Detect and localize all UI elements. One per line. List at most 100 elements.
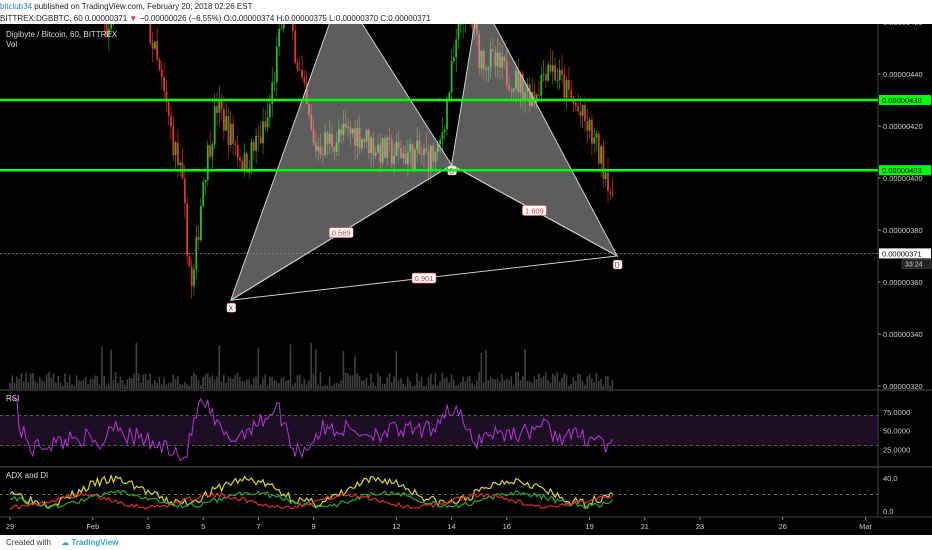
- candle-body: [505, 60, 508, 85]
- candle-body: [565, 79, 568, 98]
- volume-bar: [305, 384, 308, 389]
- volume-bar: [489, 376, 492, 389]
- symbol-name: BITTREX:DGBBTC, 60: [0, 14, 83, 23]
- volume-bar: [135, 342, 138, 389]
- candle-body: [448, 92, 451, 100]
- candle-body: [213, 106, 216, 145]
- volume-bar: [402, 383, 404, 389]
- volume-bar: [112, 380, 115, 389]
- time-tick-label: 21: [641, 522, 649, 531]
- tradingview-brand[interactable]: TradingView: [71, 538, 119, 547]
- volume-bar: [333, 384, 335, 389]
- volume-bar: [101, 346, 103, 389]
- volume-bar: [243, 381, 246, 389]
- candle-body: [278, 28, 280, 47]
- chart-title: Digibyte / Bitcoin, 60, BITTREX: [6, 30, 118, 39]
- volume-bar: [384, 383, 386, 389]
- candle-body: [556, 80, 559, 82]
- candle-body: [400, 148, 402, 159]
- candle-body: [344, 123, 347, 128]
- candle-body: [331, 133, 333, 147]
- volume-bar: [563, 373, 565, 389]
- volume-bar: [197, 379, 200, 389]
- candle-body: [301, 70, 303, 78]
- last-price: 0.00000371: [84, 14, 128, 23]
- candle-body: [193, 269, 195, 287]
- candle-body: [367, 129, 370, 153]
- candle-body: [526, 84, 529, 92]
- volume-bar: [121, 380, 124, 389]
- candle-body: [358, 127, 361, 149]
- volume-bar: [57, 375, 59, 389]
- volume-bar: [195, 374, 197, 389]
- candle-body: [423, 148, 425, 155]
- volume-bar: [41, 380, 43, 389]
- candle-body: [457, 23, 460, 40]
- volume-bar: [45, 374, 48, 389]
- candle-body: [388, 137, 391, 140]
- volume-bar: [259, 384, 262, 389]
- volume-bar: [503, 380, 506, 389]
- volume-bar: [285, 380, 287, 389]
- volume-bar: [13, 382, 16, 389]
- candle-body: [377, 144, 379, 153]
- volume-bar: [441, 372, 444, 389]
- volume-bar: [193, 372, 195, 389]
- volume-bar: [524, 349, 526, 389]
- volume-bar: [515, 372, 517, 389]
- price-tick-label: 0.00000460: [883, 24, 923, 27]
- volume-bar: [80, 381, 82, 389]
- volume-bar: [50, 377, 53, 389]
- volume-bar: [16, 376, 18, 389]
- volume-bar: [248, 379, 250, 389]
- volume-bar: [85, 377, 87, 389]
- volume-bar: [335, 382, 338, 389]
- candle-body: [409, 144, 412, 153]
- candle-body: [246, 153, 248, 173]
- pattern-ratio-label: 0.569: [332, 229, 351, 238]
- volume-bar: [321, 385, 324, 389]
- volume-bar: [439, 381, 441, 389]
- volume-bar: [151, 384, 154, 389]
- volume-bar: [542, 375, 545, 389]
- candle-body: [485, 69, 487, 71]
- volume-bar: [133, 373, 135, 389]
- ohlc-open: O:0.00000374: [223, 14, 275, 23]
- volume-bar: [29, 373, 32, 389]
- candle-body: [333, 146, 336, 152]
- candle-body: [315, 143, 317, 151]
- author-link[interactable]: bitclub34: [0, 2, 33, 11]
- candle-body: [372, 138, 375, 156]
- volume-bar: [393, 376, 395, 389]
- volume-bar: [443, 378, 446, 389]
- down-arrow-icon: ▼: [129, 14, 138, 23]
- volume-bar: [257, 347, 260, 389]
- candle-body: [328, 133, 331, 144]
- volume-bar: [434, 373, 437, 389]
- volume-bar: [448, 382, 450, 389]
- adx-line: [9, 473, 613, 508]
- candle-body: [298, 69, 301, 71]
- ohlc-close: C:0.00000371: [380, 14, 431, 23]
- symbol-header: BITTREX:DGBBTC, 60 0.00000371 ▼ −0.00000…: [0, 13, 932, 25]
- volume-bar: [547, 379, 549, 389]
- candle-body: [174, 142, 177, 156]
- volume-bar: [269, 376, 271, 389]
- volume-bar: [411, 385, 414, 389]
- candle-body: [220, 98, 223, 110]
- volume-bar: [450, 374, 453, 389]
- volume-bar: [298, 374, 301, 389]
- volume-bar: [59, 382, 62, 389]
- candle-body: [190, 266, 193, 287]
- volume-bar: [209, 377, 211, 389]
- volume-bar: [73, 385, 76, 389]
- candle-body: [584, 105, 586, 122]
- volume-bar: [427, 377, 430, 389]
- candle-body: [361, 139, 363, 149]
- ohlc-high: H:0.00000375: [276, 14, 327, 23]
- candle-body: [517, 70, 520, 93]
- volume-bar: [485, 350, 487, 389]
- candle-body: [519, 73, 522, 93]
